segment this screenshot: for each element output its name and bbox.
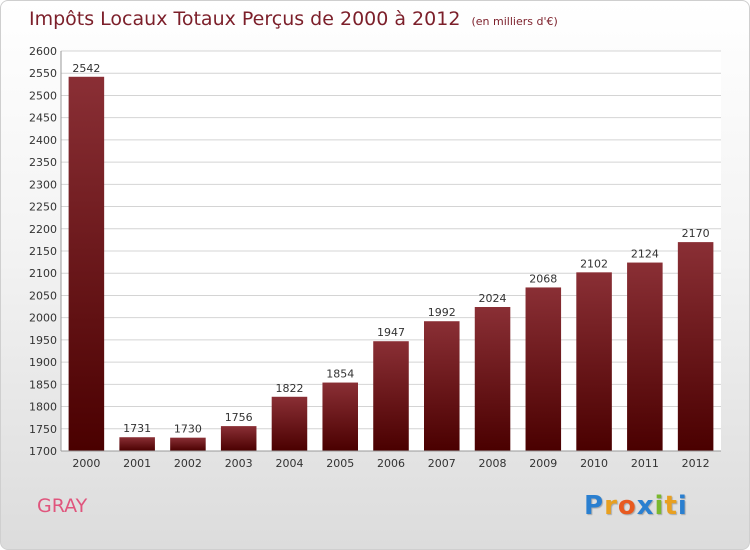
y-tick-label: 1750	[29, 423, 57, 436]
bar-2008	[474, 307, 511, 451]
y-tick-label: 2450	[29, 112, 57, 125]
y-tick-label: 1850	[29, 378, 57, 391]
y-tick-label: 1950	[29, 334, 57, 347]
y-tick-labels: 1700 1750 1800 1850 1900 1950 2000 2050 2100 2150…	[29, 45, 57, 458]
data-label-2009: 2068	[529, 272, 557, 285]
logo-letter: o	[617, 491, 637, 521]
bar-2005	[322, 382, 358, 451]
data-label-2007: 1992	[428, 306, 456, 319]
bar-2003	[220, 426, 257, 451]
value-labels: 2542 1731 1730 1756 1822 1854 1947 1992 2024 2068…	[72, 62, 709, 436]
y-tick-label: 2050	[29, 289, 57, 302]
y-tick-label: 2400	[29, 134, 57, 147]
y-tick-label: 1700	[29, 445, 57, 458]
y-tick-label: 1900	[29, 356, 57, 369]
x-tick-label: 2010	[580, 457, 608, 470]
bars	[68, 76, 714, 452]
y-tick-label: 2350	[29, 156, 57, 169]
data-label-2006: 1947	[377, 326, 405, 339]
x-tick-label: 2006	[377, 457, 405, 470]
x-tick-label: 2002	[174, 457, 202, 470]
logo-letter: i	[654, 491, 665, 521]
y-tick-label: 2250	[29, 201, 57, 214]
title-line: Impôts Locaux Totaux Perçus de 2000 à 20…	[29, 8, 558, 30]
data-label-2003: 1756	[225, 411, 253, 424]
y-tick-label: 2600	[29, 45, 57, 58]
y-tick-label: 2550	[29, 67, 57, 80]
bar-2002	[170, 437, 206, 451]
data-label-2005: 1854	[326, 368, 354, 381]
bar-2011	[627, 262, 663, 451]
data-label-2001: 1731	[123, 422, 151, 435]
x-tick-label: 2011	[631, 457, 659, 470]
x-tick-label: 2012	[682, 457, 710, 470]
y-tick-label: 2100	[29, 267, 57, 280]
x-tick-label: 2005	[326, 457, 354, 470]
x-tick-label: 2008	[479, 457, 507, 470]
bar-2004	[271, 396, 308, 451]
x-tick-labels: 2000 2001 2002 2003 2004 2005 2006 2007 2008 2009…	[72, 457, 709, 470]
data-label-2012: 2170	[682, 227, 710, 240]
x-tick-label: 2004	[275, 457, 303, 470]
x-tick-label: 2001	[123, 457, 151, 470]
bar-2007	[424, 321, 460, 451]
x-tick-label: 2007	[428, 457, 456, 470]
location-label: GRAY	[37, 495, 88, 517]
bar-2009	[525, 287, 562, 451]
bar-2000	[68, 76, 105, 452]
data-label-2004: 1822	[275, 382, 303, 395]
data-label-2002: 1730	[174, 423, 202, 436]
data-label-2000: 2542	[72, 62, 100, 75]
y-tick-label: 2000	[29, 312, 57, 325]
x-tick-label: 2000	[72, 457, 100, 470]
bar-2012	[677, 242, 714, 451]
proxiti-logo: Proxiti	[584, 491, 688, 521]
data-label-2008: 2024	[479, 292, 507, 305]
y-tick-label: 2300	[29, 178, 57, 191]
chart-subtitle: (en milliers d'€)	[471, 15, 558, 28]
logo-letter: P	[584, 491, 605, 521]
logo-letter: t	[664, 491, 678, 521]
bar-2001	[119, 437, 155, 451]
logo-letter: x	[636, 491, 655, 521]
logo-letter: r	[604, 491, 618, 521]
x-tick-label: 2003	[225, 457, 253, 470]
y-tick-label: 2200	[29, 223, 57, 236]
data-label-2010: 2102	[580, 257, 608, 270]
y-tick-label: 2150	[29, 245, 57, 258]
data-label-2011: 2124	[631, 248, 659, 261]
y-tick-label: 2500	[29, 89, 57, 102]
x-tick-label: 2009	[529, 457, 557, 470]
bar-2010	[576, 272, 612, 451]
chart-title: Impôts Locaux Totaux Perçus de 2000 à 20…	[29, 8, 461, 30]
logo-letter: i	[677, 491, 688, 521]
bar-2006	[373, 341, 409, 451]
y-tick-label: 1800	[29, 401, 57, 414]
